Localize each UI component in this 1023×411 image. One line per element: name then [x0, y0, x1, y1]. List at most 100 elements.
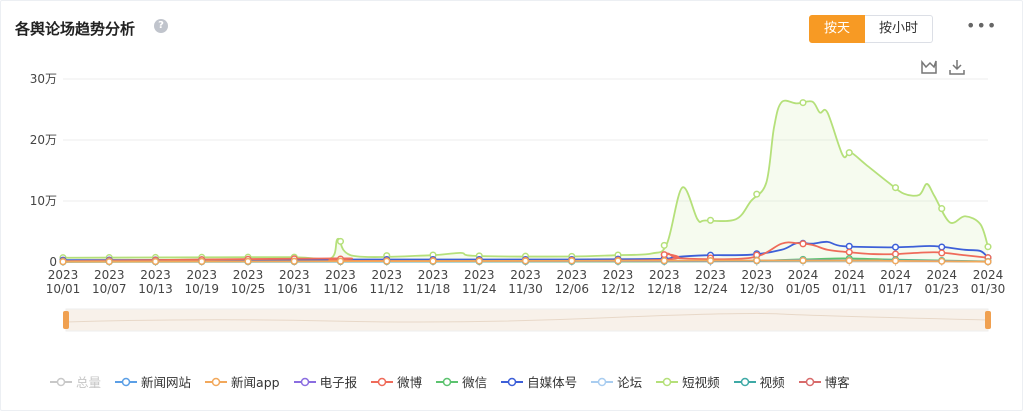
legend-marker-icon: [436, 377, 459, 386]
legend-item[interactable]: 博客: [798, 372, 850, 391]
data-point: [845, 242, 853, 250]
legend-marker-icon: [656, 377, 679, 386]
x-tick-label: 2023: [464, 268, 495, 282]
x-tick-label: 2023: [695, 268, 726, 282]
y-tick-label: 30万: [30, 72, 57, 86]
x-tick-label: 11/12: [369, 282, 404, 296]
granularity-toggle: 按天 按小时: [809, 15, 934, 43]
x-tick-label: 12/30: [739, 282, 774, 296]
series-area: [63, 100, 988, 262]
x-tick-label: 01/17: [878, 282, 913, 296]
x-tick-label: 10/07: [92, 282, 127, 296]
x-tick-label: 2023: [603, 268, 634, 282]
data-point: [336, 257, 345, 265]
legend-item[interactable]: 微信: [436, 372, 487, 391]
legend-marker-icon: [501, 377, 524, 386]
data-point: [891, 257, 900, 265]
x-tick-label: 01/05: [786, 282, 821, 296]
x-tick-label: 11/24: [462, 282, 497, 296]
legend-marker-icon: [115, 377, 138, 386]
data-point: [521, 257, 530, 265]
legend-label: 自媒体号: [527, 375, 578, 390]
data-point: [938, 243, 946, 251]
x-tick-label: 12/24: [693, 282, 728, 296]
data-point: [753, 256, 761, 265]
legend-label: 新闻网站: [141, 375, 192, 390]
legend-label: 微信: [462, 375, 488, 390]
data-point: [753, 190, 761, 198]
legend-item[interactable]: 电子报: [293, 372, 357, 391]
data-point: [568, 257, 576, 265]
legend-marker-icon: [798, 377, 821, 386]
x-tick-label: 2023: [741, 268, 772, 282]
legend-item[interactable]: 短视频: [656, 372, 720, 391]
data-point: [938, 257, 946, 265]
data-point: [244, 257, 252, 265]
data-point: [799, 256, 807, 265]
data-point: [845, 257, 853, 265]
by-day-button[interactable]: 按天: [809, 15, 866, 43]
y-tick-label: 20万: [30, 133, 57, 147]
legend-item[interactable]: 视频: [733, 372, 785, 391]
chart-type-icon[interactable]: [920, 58, 938, 76]
x-tick-label: 2023: [94, 268, 125, 282]
legend-item[interactable]: 论坛: [591, 372, 642, 391]
x-tick-label: 10/31: [277, 282, 312, 296]
legend-label: 短视频: [682, 375, 720, 390]
y-tick-label: 10万: [30, 194, 57, 208]
help-icon[interactable]: ?: [154, 19, 168, 33]
legend-label: 视频: [759, 375, 785, 390]
more-options-icon[interactable]: •••: [966, 16, 998, 35]
by-hour-button[interactable]: 按小时: [865, 15, 934, 43]
x-tick-label: 2024: [788, 268, 819, 282]
x-tick-label: 2023: [371, 268, 402, 282]
legend-item[interactable]: 自媒体号: [501, 372, 577, 391]
x-tick-label: 10/25: [231, 282, 266, 296]
zoom-handle-right[interactable]: [985, 311, 991, 329]
x-tick-label: 11/18: [416, 282, 451, 296]
legend-item[interactable]: 微博: [371, 372, 422, 391]
data-point: [984, 258, 992, 266]
x-tick-label: 10/01: [46, 282, 81, 296]
data-point: [938, 249, 946, 257]
data-point: [845, 248, 853, 256]
legend-item[interactable]: 新闻网站: [115, 372, 191, 391]
legend-marker-icon: [591, 377, 614, 386]
zoom-slider[interactable]: [63, 308, 991, 332]
download-icon[interactable]: [948, 58, 966, 76]
x-tick-label: 2023: [140, 268, 171, 282]
data-point: [429, 257, 437, 265]
data-point: [151, 257, 160, 266]
x-tick-label: 01/11: [832, 282, 867, 296]
data-point: [845, 149, 853, 157]
legend-marker-icon: [371, 377, 394, 386]
legend-item[interactable]: 新闻app: [205, 372, 280, 391]
data-point: [891, 250, 900, 258]
x-tick-label: 12/18: [647, 282, 682, 296]
legend-label: 论坛: [617, 375, 643, 390]
data-point: [891, 243, 900, 251]
data-point: [660, 241, 668, 249]
x-tick-label: 2024: [834, 268, 865, 282]
data-point: [660, 257, 668, 265]
data-point: [198, 257, 206, 266]
legend-marker-icon: [205, 377, 228, 386]
legend-marker-icon: [293, 377, 316, 386]
zoom-handle-left[interactable]: [63, 311, 69, 329]
x-tick-label: 2023: [233, 268, 264, 282]
data-point: [799, 240, 807, 248]
data-point: [706, 257, 715, 265]
legend-item[interactable]: 总量: [50, 372, 101, 391]
x-tick-label: 01/30: [971, 282, 1006, 296]
legend-label: 新闻app: [231, 375, 280, 390]
data-point: [799, 99, 807, 107]
legend-label: 微博: [397, 375, 423, 390]
chart-legend: 总量 新闻网站 新闻app 电子报 微博 微信 自媒体号 论坛 短视频 视频 博客: [50, 372, 864, 391]
x-tick-label: 2023: [510, 268, 541, 282]
legend-label: 博客: [824, 375, 850, 390]
legend-marker-icon: [733, 377, 756, 386]
series-line: [62, 240, 989, 262]
x-tick-label: 2023: [186, 268, 217, 282]
data-point: [614, 257, 622, 265]
data-point: [105, 258, 113, 266]
